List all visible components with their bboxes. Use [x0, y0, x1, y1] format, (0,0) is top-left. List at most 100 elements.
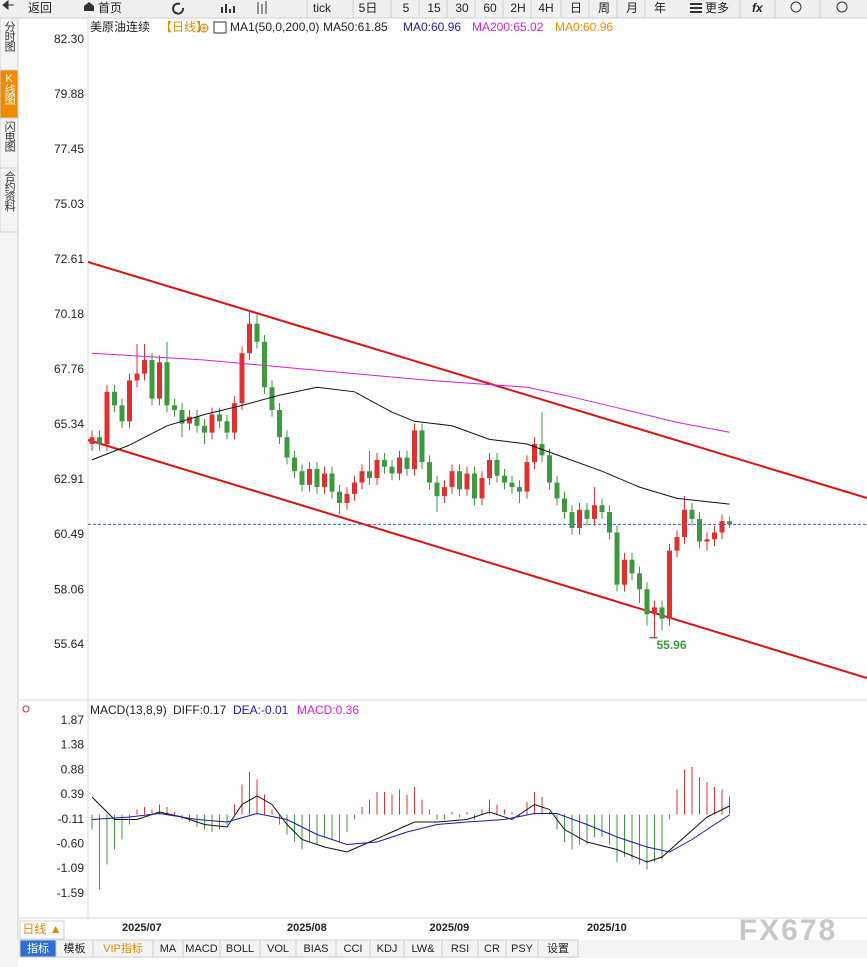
toolbar-button[interactable]: 首页 [98, 1, 122, 15]
candle-body [127, 380, 132, 422]
period-label[interactable]: 日线 ▲ [22, 922, 61, 936]
tab-label[interactable]: 指标 [27, 941, 49, 955]
toolbar-button[interactable]: 15 [427, 1, 441, 15]
toolbar-button[interactable]: 日 [570, 1, 582, 15]
zoom-in-icon[interactable] [836, 1, 848, 13]
candle-body [397, 457, 402, 474]
candle-body [472, 473, 477, 499]
tab-label[interactable]: RSI [451, 943, 469, 955]
candle-body [277, 409, 282, 438]
candle-body [607, 512, 612, 533]
candle-body [442, 487, 447, 497]
candle-body [164, 362, 170, 406]
tab-label[interactable]: 模板 [64, 941, 86, 955]
candle-body [524, 462, 530, 492]
toolbar [0, 0, 867, 18]
candle-icon[interactable] [257, 1, 267, 14]
menu-icon[interactable] [690, 3, 702, 13]
candle-body [97, 437, 102, 444]
candle-body [307, 468, 312, 485]
y-tick-label: 67.76 [54, 362, 84, 376]
tab-label[interactable]: VOL [267, 943, 289, 955]
candle-body [149, 359, 155, 399]
tab-label[interactable]: CR [484, 943, 500, 955]
tab-label[interactable]: LW& [411, 943, 435, 955]
tab[interactable] [537, 939, 579, 958]
candle-body [239, 353, 245, 404]
toolbar-button[interactable]: 更多 [705, 1, 729, 15]
y-tick-label: 77.45 [54, 142, 84, 156]
refresh-icon[interactable] [172, 2, 185, 15]
y-tick-label: -1.59 [57, 886, 85, 900]
watermark: FX678 [739, 914, 837, 947]
tab-label[interactable]: CCI [344, 943, 363, 955]
tab-label[interactable]: PSY [511, 943, 534, 955]
candle-body [667, 550, 672, 619]
candle-body [629, 559, 635, 574]
x-tick-label: 2025/08 [287, 922, 327, 934]
settings-icon[interactable] [22, 705, 30, 713]
toolbar-button[interactable]: 周 [598, 1, 610, 15]
toolbar-button[interactable]: 2H [510, 1, 525, 15]
toolbar-button[interactable]: tick [313, 1, 332, 15]
candle-body [502, 475, 507, 483]
candle-body [577, 509, 582, 528]
candle-body [719, 521, 725, 533]
back-icon[interactable] [2, 0, 14, 11]
candle-body [532, 443, 537, 463]
tab-label[interactable]: MA [160, 943, 177, 955]
chart-icon[interactable] [221, 4, 235, 13]
indicator-icon[interactable] [213, 21, 227, 34]
candle-body [614, 532, 620, 585]
legend-item: 美原油连续 [90, 19, 150, 34]
toolbar-button[interactable]: 30 [455, 1, 469, 15]
candle-body [292, 457, 297, 472]
x-tick-label: 2025/07 [122, 922, 162, 934]
toolbar-button[interactable]: 5日 [359, 1, 378, 15]
candle-body [337, 491, 342, 503]
sidebar-tab-label[interactable]: 分时图 [3, 21, 16, 53]
candle-body [157, 362, 162, 399]
sidebar-tab-label[interactable]: 闪电图 [3, 120, 16, 153]
tab-label[interactable]: MACD [185, 943, 217, 955]
home-icon[interactable] [84, 2, 94, 11]
candle-body [284, 437, 290, 458]
tab-label[interactable]: BIAS [303, 943, 328, 955]
candle-body [637, 573, 642, 590]
candle-body [689, 509, 695, 519]
zoom-out-icon[interactable] [790, 1, 802, 13]
channel-line [87, 261, 867, 499]
tab-label[interactable]: KDJ [377, 943, 398, 955]
toolbar-button[interactable]: 5 [403, 1, 410, 15]
tab-label[interactable]: BOLL [226, 943, 254, 955]
x-tick-label: 2025/10 [587, 922, 627, 934]
candle-body [509, 482, 515, 488]
toolbar-button[interactable]: 4H [538, 1, 553, 15]
toolbar-button[interactable]: 返回 [28, 1, 52, 15]
candle-body [487, 459, 492, 479]
toolbar-button[interactable]: 年 [654, 1, 666, 15]
y-tick-label: 60.49 [54, 527, 84, 541]
legend-item: MA0:60.96 [555, 20, 613, 34]
candle-body [547, 455, 552, 483]
sidebar-tab-label[interactable]: 合约资料 [3, 170, 16, 213]
y-tick-label: -0.11 [58, 812, 85, 826]
fx-icon[interactable]: fx [752, 1, 764, 15]
legend-item: MACD:0.36 [297, 703, 359, 717]
toolbar-button[interactable]: 60 [483, 1, 497, 15]
candle-body [224, 421, 230, 433]
sidebar-tab-label[interactable]: K线图 [3, 73, 16, 106]
candle-body [569, 512, 575, 528]
tab-label[interactable]: VIP指标 [103, 941, 143, 955]
toolbar-button[interactable]: 月 [626, 1, 638, 15]
candle-body [479, 478, 485, 499]
legend-item: MA50:61.85 [323, 20, 388, 34]
period-button[interactable] [19, 920, 65, 940]
sidebar-tab[interactable] [0, 167, 19, 233]
candle-body [674, 537, 680, 551]
tab-label[interactable]: 设置 [547, 942, 569, 955]
candle-body [172, 405, 177, 410]
legend-item: MA200:65.02 [472, 20, 544, 34]
candle-body [329, 473, 335, 492]
